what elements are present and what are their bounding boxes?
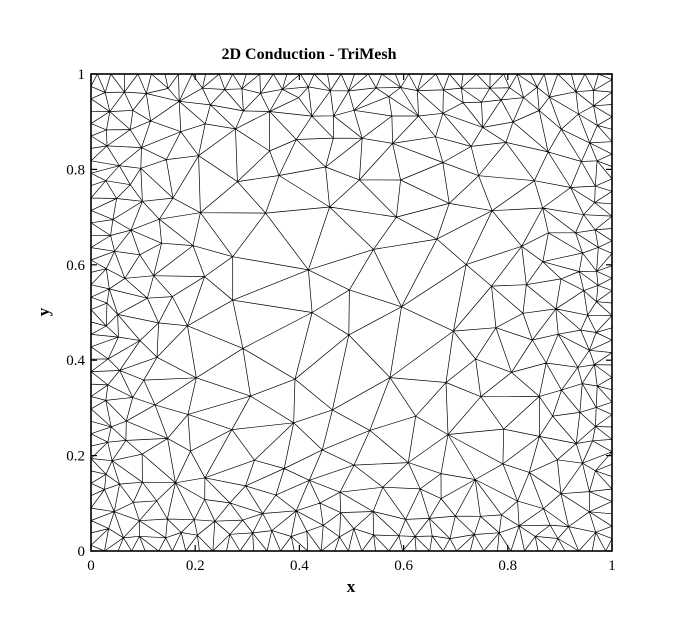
x-tick-label: 1 [608,558,616,574]
y-axis-label: y [34,307,53,316]
x-tick-label: 0.2 [186,558,205,574]
plot-frame [90,73,613,552]
x-tick-label: 0.8 [498,558,517,574]
chart-title: 2D Conduction - TriMesh [222,46,397,63]
mesh-edges [90,73,613,552]
y-tick-label: 0.2 [66,449,85,465]
x-axis-label: x [347,577,356,596]
y-tick-label: 0 [78,544,86,560]
y-tick-label: 0.4 [66,353,85,369]
x-tick-labels: 0 0.2 0.4 0.6 0.8 1 [87,558,616,574]
y-tick-label: 0.8 [66,162,85,178]
y-tick-label: 1 [78,67,86,83]
triangle-mesh [90,73,613,552]
x-tick-label: 0.4 [290,558,309,574]
y-tick-label: 0.6 [66,258,85,274]
x-tick-label: 0 [87,558,95,574]
y-tick-labels: 0 0.2 0.4 0.6 0.8 1 [66,67,85,560]
axis-ticks [90,73,613,552]
x-tick-label: 0.6 [394,558,413,574]
